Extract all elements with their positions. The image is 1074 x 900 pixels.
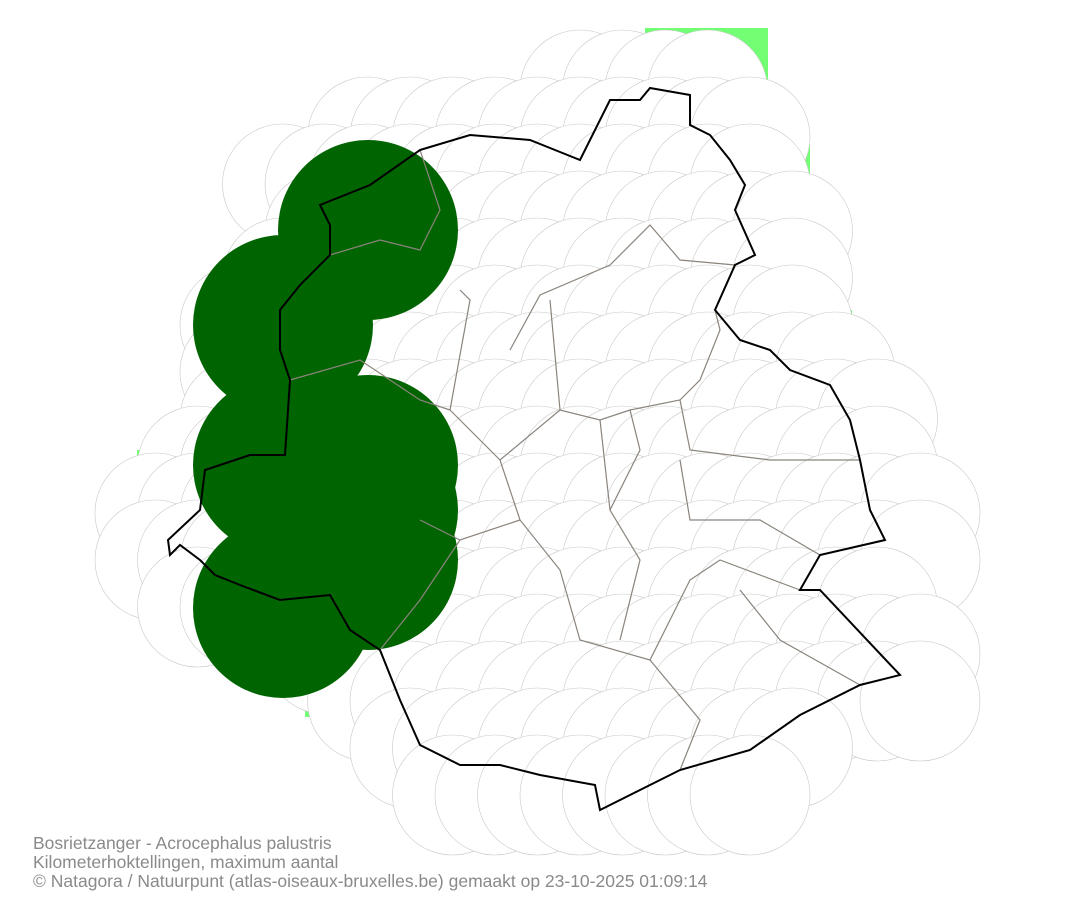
presence-circle [193,518,373,698]
municipality-boundary [679,459,821,556]
method-subtitle: Kilometerhoktellingen, maximum aantal [33,852,339,872]
species-title: Bosrietzanger - Acrocephalus palustris [33,833,332,853]
credit-line: © Natagora / Natuurpunt (atlas-oiseaux-b… [33,871,708,891]
municipality-boundary [379,539,461,651]
municipality-boundary [679,399,860,461]
municipality-boundary [609,409,641,511]
municipality-boundary [599,419,641,641]
municipality-boundary [509,224,736,351]
grid-circle [689,734,811,856]
map-caption: Bosrietzanger - Acrocephalus palustris K… [33,834,707,891]
municipality-boundaries [289,149,861,771]
municipality-boundary [649,659,701,771]
municipality-boundary [549,299,561,411]
municipality-boundary [499,459,801,661]
municipality-boundary [739,589,861,686]
municipality-boundary [289,359,451,411]
grid-circle [859,640,981,762]
municipality-boundary [329,149,441,256]
municipality-boundary [449,289,471,411]
presence-circles-layer [193,140,458,698]
presence-circle [193,235,373,415]
region-boundary [166,86,902,812]
